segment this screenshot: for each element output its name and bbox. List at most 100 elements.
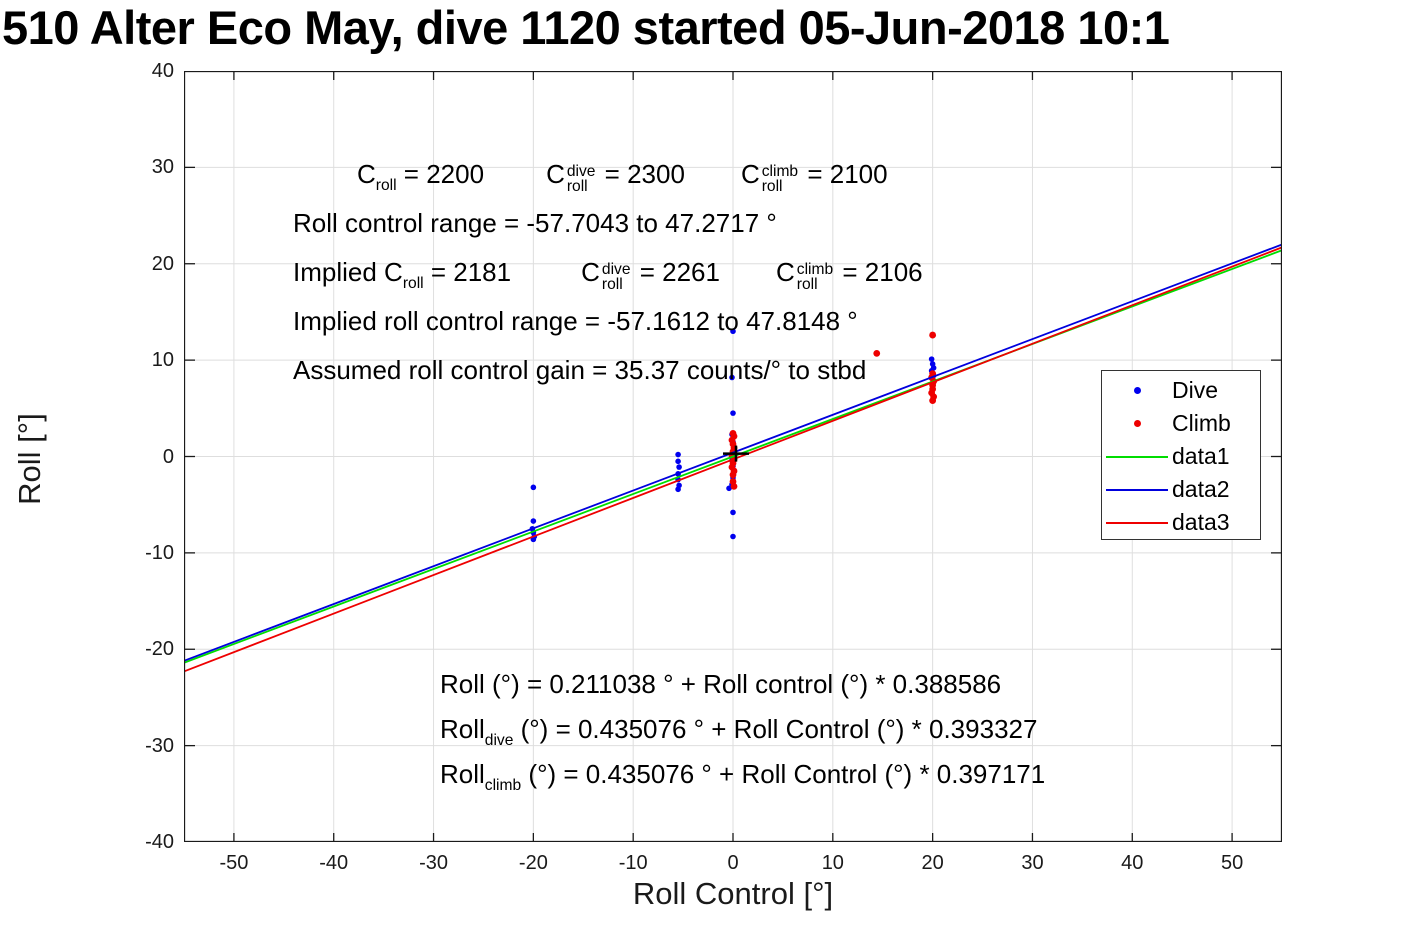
x-tick-label: 20 <box>921 852 944 874</box>
legend-dot-marker <box>1102 387 1172 394</box>
y-tick-label: -30 <box>145 734 174 757</box>
y-axis-label: Roll [°] <box>12 413 47 505</box>
fit-equation-line: Rollclimb (°) = 0.435076 ° + Roll Contro… <box>440 752 1045 797</box>
dot-icon <box>1133 420 1141 427</box>
dive-data-point <box>730 410 736 416</box>
legend-item-climb: Climb <box>1102 407 1260 440</box>
legend-label: Climb <box>1172 410 1231 436</box>
dive-data-point <box>676 464 682 470</box>
annotation-text: roll <box>375 177 397 195</box>
y-tick-label: -10 <box>145 541 174 564</box>
fit-equations-annotation: Roll (°) = 0.211038 ° + Roll control (°)… <box>440 662 1045 797</box>
x-tick-label: 10 <box>821 852 844 874</box>
fit-parameters-line: Implied roll control range = -57.1612 to… <box>293 297 923 346</box>
dive-data-point <box>928 356 935 362</box>
annotation-text: Implied C <box>293 257 403 287</box>
dive-data-point <box>675 458 681 465</box>
dive-data-point <box>729 374 735 381</box>
y-tick-label: 40 <box>151 60 174 82</box>
x-axis-label: Roll Control [°] <box>632 876 834 911</box>
annotation-text: = 2100 <box>800 159 888 189</box>
legend-item-data1: data1 <box>1102 440 1260 473</box>
climb-data-point <box>729 471 737 479</box>
x-tick-label: 30 <box>1021 852 1044 874</box>
annotation-text: C <box>775 257 795 287</box>
dive-data-point <box>726 485 732 492</box>
annotation-text: C <box>357 159 376 189</box>
annotation-text: dive <box>484 732 514 750</box>
y-tick-label: 10 <box>151 349 174 372</box>
dive-data-point <box>730 328 736 335</box>
legend-dot-marker <box>1102 420 1172 427</box>
annotation-text: C <box>546 159 565 189</box>
annotation-text <box>511 280 581 281</box>
climb-data-point <box>929 331 937 339</box>
dive-data-point <box>675 451 681 458</box>
annotation-text: dive roll <box>601 260 631 293</box>
y-tick-label: 20 <box>151 252 174 275</box>
dive-data-point <box>530 484 537 491</box>
legend-line-marker <box>1102 521 1172 524</box>
annotation-text: climb roll <box>796 260 834 293</box>
plot-canvas <box>184 71 1282 842</box>
legend-label: data1 <box>1172 443 1230 469</box>
legend-label: data3 <box>1172 509 1230 535</box>
annotation-text: (°) = 0.435076 ° + Roll Control (°) * 0.… <box>521 759 1046 789</box>
x-tick-label: 0 <box>727 852 739 874</box>
climb-data-point <box>929 397 937 405</box>
y-tick-label: 30 <box>151 156 174 179</box>
line-icon <box>1106 488 1168 491</box>
annotation-text: = 2181 <box>423 257 512 287</box>
legend-line-marker <box>1102 455 1172 458</box>
x-tick-label: 50 <box>1220 852 1244 874</box>
plot-area <box>184 71 1282 842</box>
y-tick-label: 0 <box>162 445 174 468</box>
chart-title: 510 Alter Eco May, dive 1120 started 05-… <box>2 1 1170 54</box>
y-tick-label: -20 <box>145 638 174 661</box>
dive-data-point <box>530 518 537 524</box>
climb-data-point <box>873 349 881 357</box>
x-tick-label: -50 <box>219 852 249 874</box>
line-icon <box>1106 455 1168 458</box>
annotation-text: = 2200 <box>396 159 485 189</box>
x-tick-label: -10 <box>618 852 648 874</box>
legend-label: Dive <box>1172 377 1219 403</box>
legend-item-data3: data3 <box>1102 506 1260 539</box>
annotation-text: = 2261 <box>632 257 720 287</box>
annotation-text: Assumed roll control gain = 35.37 counts… <box>293 355 867 385</box>
annotation-text: = 2300 <box>597 159 685 189</box>
annotation-text: Roll control range = -57.7043 to 47.2717… <box>293 208 777 238</box>
axes-box <box>184 71 1282 842</box>
y-tick-label: -40 <box>145 831 174 853</box>
legend-item-dive: Dive <box>1102 374 1260 407</box>
annotation-text: Roll <box>440 759 485 789</box>
x-tick-label: -20 <box>518 852 548 874</box>
annotation-text <box>484 182 546 183</box>
fit-parameters-line: Roll control range = -57.7043 to 47.2717… <box>293 199 923 248</box>
dot-icon <box>1133 387 1141 394</box>
annotation-text: = 2106 <box>835 257 923 287</box>
x-tick-label: -40 <box>319 852 349 874</box>
dive-data-point <box>675 486 681 493</box>
climb-data-point <box>730 482 738 490</box>
x-tick-label: 40 <box>1121 852 1144 874</box>
dive-data-point <box>730 509 736 516</box>
annotation-text: C <box>740 159 760 189</box>
annotation-text: Roll (°) = 0.211038 ° + Roll control (°)… <box>440 669 1002 699</box>
annotation-text: dive roll <box>566 162 596 195</box>
fit-line-data3 <box>184 246 1282 673</box>
legend-label: data2 <box>1172 476 1230 502</box>
annotation-text: climb <box>484 777 522 795</box>
annotation-text: climb roll <box>761 162 799 195</box>
fit-parameters-line: Assumed roll control gain = 35.37 counts… <box>293 346 923 395</box>
fit-equation-line: Rolldive (°) = 0.435076 ° + Roll Control… <box>440 707 1045 752</box>
annotation-text <box>685 182 741 183</box>
annotation-text: roll <box>402 275 424 293</box>
line-icon <box>1106 521 1168 524</box>
legend-line-marker <box>1102 488 1172 491</box>
annotation-text <box>293 182 357 183</box>
annotation-text: (°) = 0.435076 ° + Roll Control (°) * 0.… <box>513 714 1038 744</box>
